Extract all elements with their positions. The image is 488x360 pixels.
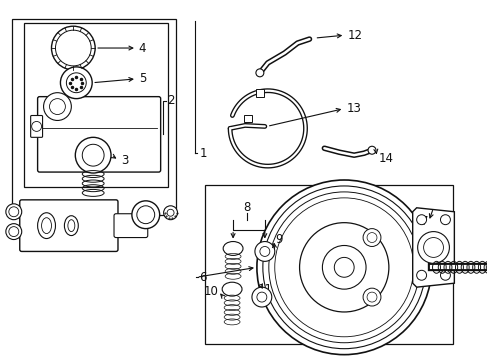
Ellipse shape xyxy=(254,242,274,261)
Ellipse shape xyxy=(163,206,177,220)
Text: 7: 7 xyxy=(420,215,427,228)
Text: 4: 4 xyxy=(139,41,146,54)
Circle shape xyxy=(255,69,264,77)
Circle shape xyxy=(9,207,19,217)
Text: 6: 6 xyxy=(199,271,206,284)
Ellipse shape xyxy=(256,292,266,302)
Text: 14: 14 xyxy=(378,152,393,165)
Ellipse shape xyxy=(251,287,271,307)
FancyBboxPatch shape xyxy=(20,200,118,251)
Circle shape xyxy=(334,257,353,277)
Text: 3: 3 xyxy=(121,154,128,167)
Circle shape xyxy=(55,30,91,66)
Bar xyxy=(24,23,167,187)
Circle shape xyxy=(423,238,443,257)
Circle shape xyxy=(61,67,92,99)
Ellipse shape xyxy=(137,206,154,224)
Text: 5: 5 xyxy=(139,72,146,85)
Circle shape xyxy=(6,224,21,239)
Circle shape xyxy=(274,198,413,337)
Text: 9: 9 xyxy=(274,233,282,246)
Circle shape xyxy=(51,26,95,70)
Bar xyxy=(255,89,264,96)
Ellipse shape xyxy=(68,220,75,231)
Ellipse shape xyxy=(222,282,242,296)
Text: 13: 13 xyxy=(346,102,360,115)
Ellipse shape xyxy=(41,218,51,234)
Circle shape xyxy=(66,73,86,93)
Ellipse shape xyxy=(366,233,376,243)
Circle shape xyxy=(49,99,65,114)
Circle shape xyxy=(263,186,425,349)
Ellipse shape xyxy=(132,201,160,229)
FancyBboxPatch shape xyxy=(38,96,161,172)
Ellipse shape xyxy=(64,216,78,235)
Circle shape xyxy=(43,93,71,121)
Ellipse shape xyxy=(167,209,174,216)
Text: 1: 1 xyxy=(199,147,206,160)
Bar xyxy=(205,185,452,344)
Circle shape xyxy=(299,223,388,312)
Bar xyxy=(12,19,175,215)
Ellipse shape xyxy=(38,213,55,239)
Circle shape xyxy=(256,180,431,355)
Text: 10: 10 xyxy=(203,285,218,298)
Circle shape xyxy=(440,270,449,280)
Circle shape xyxy=(367,146,375,154)
Text: 11: 11 xyxy=(257,283,272,296)
Circle shape xyxy=(9,227,19,237)
Ellipse shape xyxy=(366,292,376,302)
Polygon shape xyxy=(412,208,453,287)
Circle shape xyxy=(417,231,448,264)
Ellipse shape xyxy=(223,242,243,255)
Circle shape xyxy=(268,192,419,343)
Ellipse shape xyxy=(259,247,269,256)
Text: 8: 8 xyxy=(243,201,250,214)
Circle shape xyxy=(6,204,21,220)
FancyBboxPatch shape xyxy=(31,116,42,137)
Circle shape xyxy=(82,144,104,166)
Circle shape xyxy=(416,215,426,225)
Circle shape xyxy=(322,246,366,289)
Text: 2: 2 xyxy=(167,94,175,107)
Text: 12: 12 xyxy=(346,29,362,42)
Ellipse shape xyxy=(362,229,380,247)
Circle shape xyxy=(440,215,449,225)
Circle shape xyxy=(75,137,111,173)
Ellipse shape xyxy=(362,288,380,306)
Circle shape xyxy=(416,270,426,280)
Circle shape xyxy=(32,121,41,131)
Bar xyxy=(244,114,251,122)
FancyBboxPatch shape xyxy=(114,214,147,238)
